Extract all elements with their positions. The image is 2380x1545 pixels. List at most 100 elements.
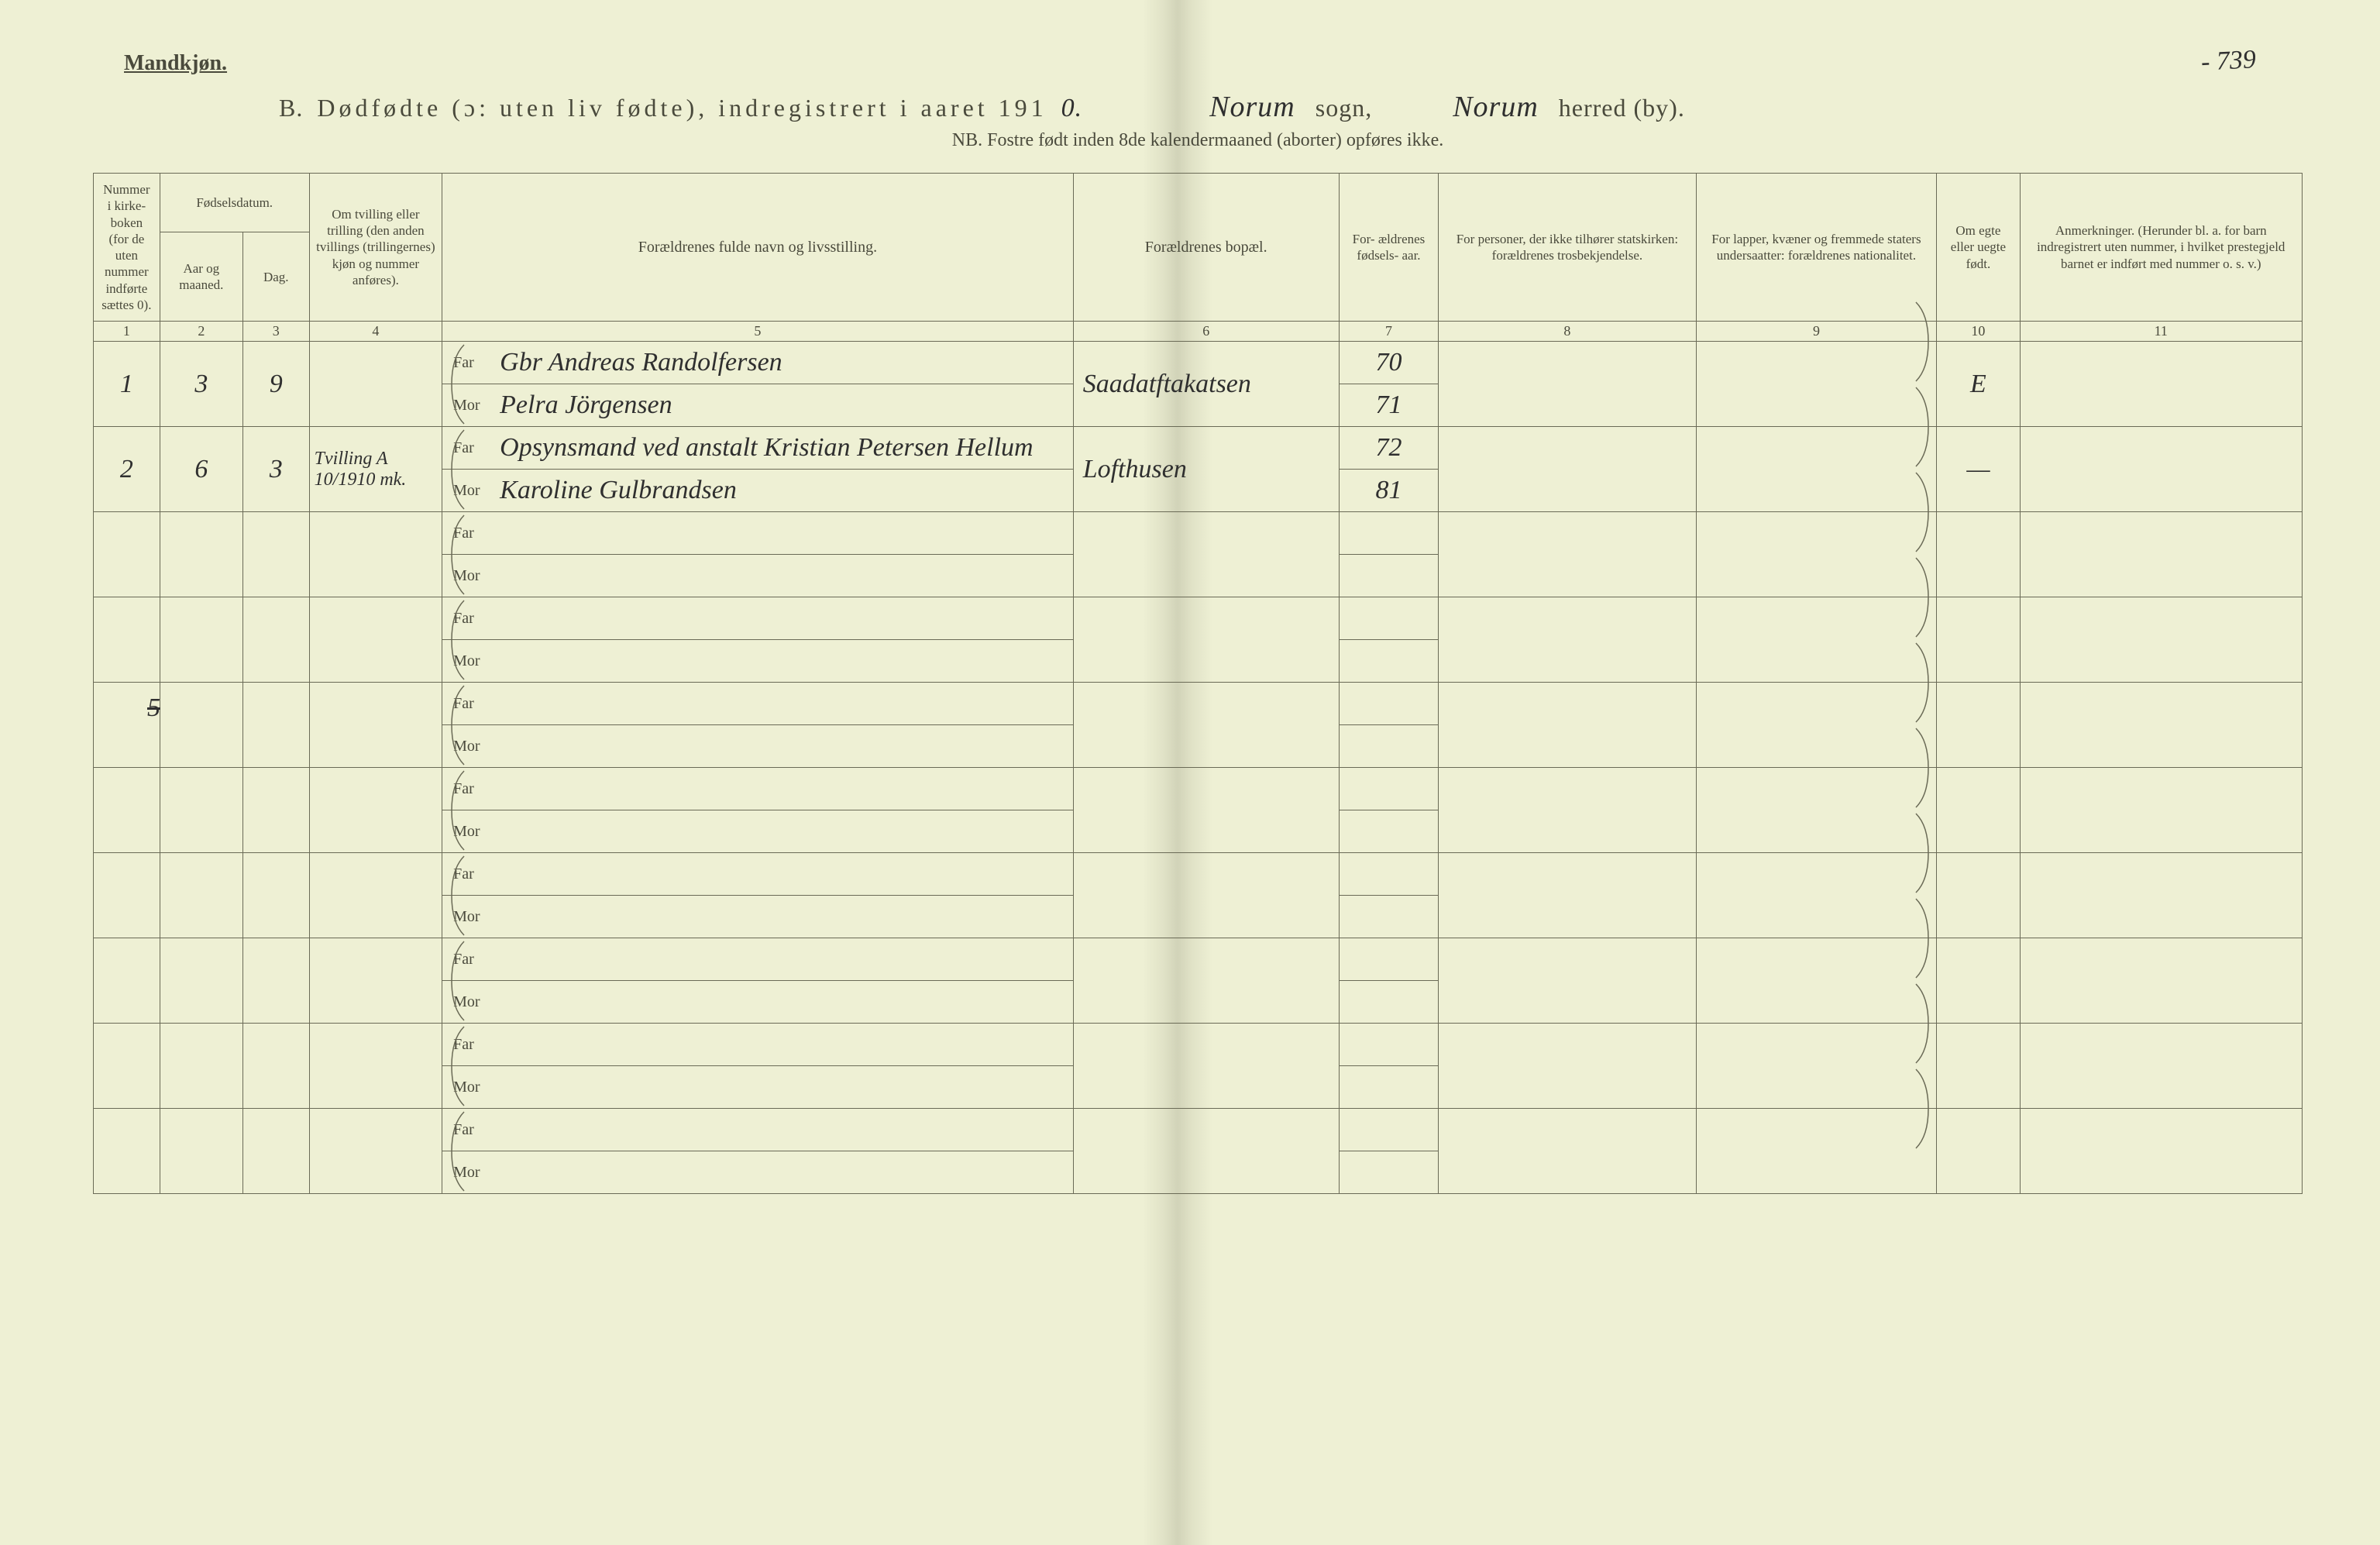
colnum-2: 2 (160, 322, 242, 342)
cell-tvilling: Tvilling A 10/1910 mk. (309, 427, 442, 512)
cell-far-aar (1339, 1024, 1439, 1066)
cell-mor-aar (1339, 725, 1439, 768)
document-page: Mandkjøn. - 739 B. Dødfødte (ɔ: uten liv… (0, 0, 2380, 1545)
cell-far-aar: 70 (1339, 342, 1439, 384)
cell-tvilling (309, 938, 442, 1024)
colnum-4: 4 (309, 322, 442, 342)
far-label: Far (453, 865, 500, 883)
cell-far-navn: FarOpsynsmand ved anstalt Kristian Peter… (442, 427, 1074, 470)
mor-label: Mor (453, 908, 500, 926)
cell-nat (1696, 768, 1937, 853)
cell-nat (1696, 938, 1937, 1024)
cell-far-navn: Far (442, 1024, 1074, 1066)
sogn-handwritten: Norum (1203, 90, 1302, 124)
cell-anm (2020, 597, 2302, 683)
mor-label: Mor (453, 567, 500, 585)
herred-label: herred (by). (1559, 94, 1685, 122)
cell-bopael (1073, 768, 1339, 853)
table-row: Far (94, 512, 2303, 555)
cell-far-navn: Far (442, 853, 1074, 896)
col-header-5: Forældrenes fulde navn og livsstilling. (442, 174, 1074, 322)
cell-mor-aar: 81 (1339, 470, 1439, 512)
col-header-2-group: Fødselsdatum. (160, 174, 309, 232)
sogn-label: sogn, (1316, 94, 1372, 122)
mor-label: Mor (453, 1079, 500, 1096)
gender-label: Mandkjøn. (124, 51, 227, 76)
table-row: 263Tvilling A 10/1910 mk.FarOpsynsmand v… (94, 427, 2303, 470)
col-header-11: Anmerkninger. (Herunder bl. a. for barn … (2020, 174, 2302, 322)
col-header-10: Om egte eller uegte født. (1937, 174, 2020, 322)
cell-dag (242, 1109, 309, 1194)
colnum-6: 6 (1073, 322, 1339, 342)
mor-label: Mor (453, 397, 500, 415)
colnum-5: 5 (442, 322, 1074, 342)
col-header-8: For personer, der ikke tilhører statskir… (1439, 174, 1696, 322)
cell-tvilling (309, 342, 442, 427)
cell-num (94, 597, 160, 683)
mor-navn-value: Karoline Gulbrandsen (500, 476, 737, 505)
cell-bopael: Saadatftakatsen (1073, 342, 1339, 427)
cell-nat (1696, 1024, 1937, 1109)
cell-nat (1696, 427, 1937, 512)
table-row: Far (94, 938, 2303, 981)
cell-far-navn: Far (442, 938, 1074, 981)
far-navn-value: Gbr Andreas Randolfersen (500, 348, 782, 377)
cell-mor-navn: Mor (442, 981, 1074, 1024)
colnum-9: 9 (1696, 322, 1937, 342)
cell-aar-maaned (160, 683, 242, 768)
cell-aar-maaned (160, 512, 242, 597)
cell-aar-maaned (160, 768, 242, 853)
mor-label: Mor (453, 652, 500, 670)
far-label: Far (453, 1121, 500, 1139)
cell-egte (1937, 938, 2020, 1024)
col-header-9: For lapper, kvæner og fremmede staters u… (1696, 174, 1937, 322)
cell-tvilling (309, 512, 442, 597)
cell-far-aar (1339, 938, 1439, 981)
cell-nat (1696, 683, 1937, 768)
cell-tros (1439, 768, 1696, 853)
cell-num: 1 (94, 342, 160, 427)
cell-egte (1937, 597, 2020, 683)
colnum-3: 3 (242, 322, 309, 342)
cell-far-aar: 72 (1339, 427, 1439, 470)
cell-num (94, 938, 160, 1024)
cell-nat (1696, 1109, 1937, 1194)
cell-aar-maaned: 3 (160, 342, 242, 427)
colnum-1: 1 (94, 322, 160, 342)
cell-bopael (1073, 853, 1339, 938)
cell-mor-aar (1339, 896, 1439, 938)
far-label: Far (453, 780, 500, 798)
cell-tros (1439, 938, 1696, 1024)
cell-tvilling (309, 853, 442, 938)
cell-egte (1937, 683, 2020, 768)
cell-anm (2020, 853, 2302, 938)
cell-aar-maaned (160, 1109, 242, 1194)
page-content: Mandkjøn. - 739 B. Dødfødte (ɔ: uten liv… (93, 46, 2303, 1194)
cell-num (94, 1024, 160, 1109)
cell-egte (1937, 768, 2020, 853)
table-row: Far (94, 853, 2303, 896)
table-row: Far (94, 597, 2303, 640)
cell-aar-maaned: 6 (160, 427, 242, 512)
table-row: Far (94, 683, 2303, 725)
cell-mor-navn: Mor (442, 725, 1074, 768)
far-label: Far (453, 439, 500, 457)
cell-dag (242, 938, 309, 1024)
cell-bopael (1073, 512, 1339, 597)
cell-mor-aar (1339, 640, 1439, 683)
table-row: 139FarGbr Andreas RandolfersenSaadatftak… (94, 342, 2303, 384)
cell-tvilling (309, 1109, 442, 1194)
title-prefix: B. (279, 94, 303, 122)
cell-mor-navn: Mor (442, 1151, 1074, 1194)
cell-mor-aar (1339, 1151, 1439, 1194)
mor-label: Mor (453, 1164, 500, 1182)
cell-num (94, 853, 160, 938)
cell-anm (2020, 512, 2302, 597)
cell-mor-aar: 71 (1339, 384, 1439, 427)
cell-tros (1439, 1024, 1696, 1109)
table-row: Far (94, 768, 2303, 810)
cell-egte: E (1937, 342, 2020, 427)
colnum-10: 10 (1937, 322, 2020, 342)
header-row: Mandkjøn. - 739 (93, 46, 2303, 76)
title-line: B. Dødfødte (ɔ: uten liv fødte), indregi… (279, 90, 2303, 124)
